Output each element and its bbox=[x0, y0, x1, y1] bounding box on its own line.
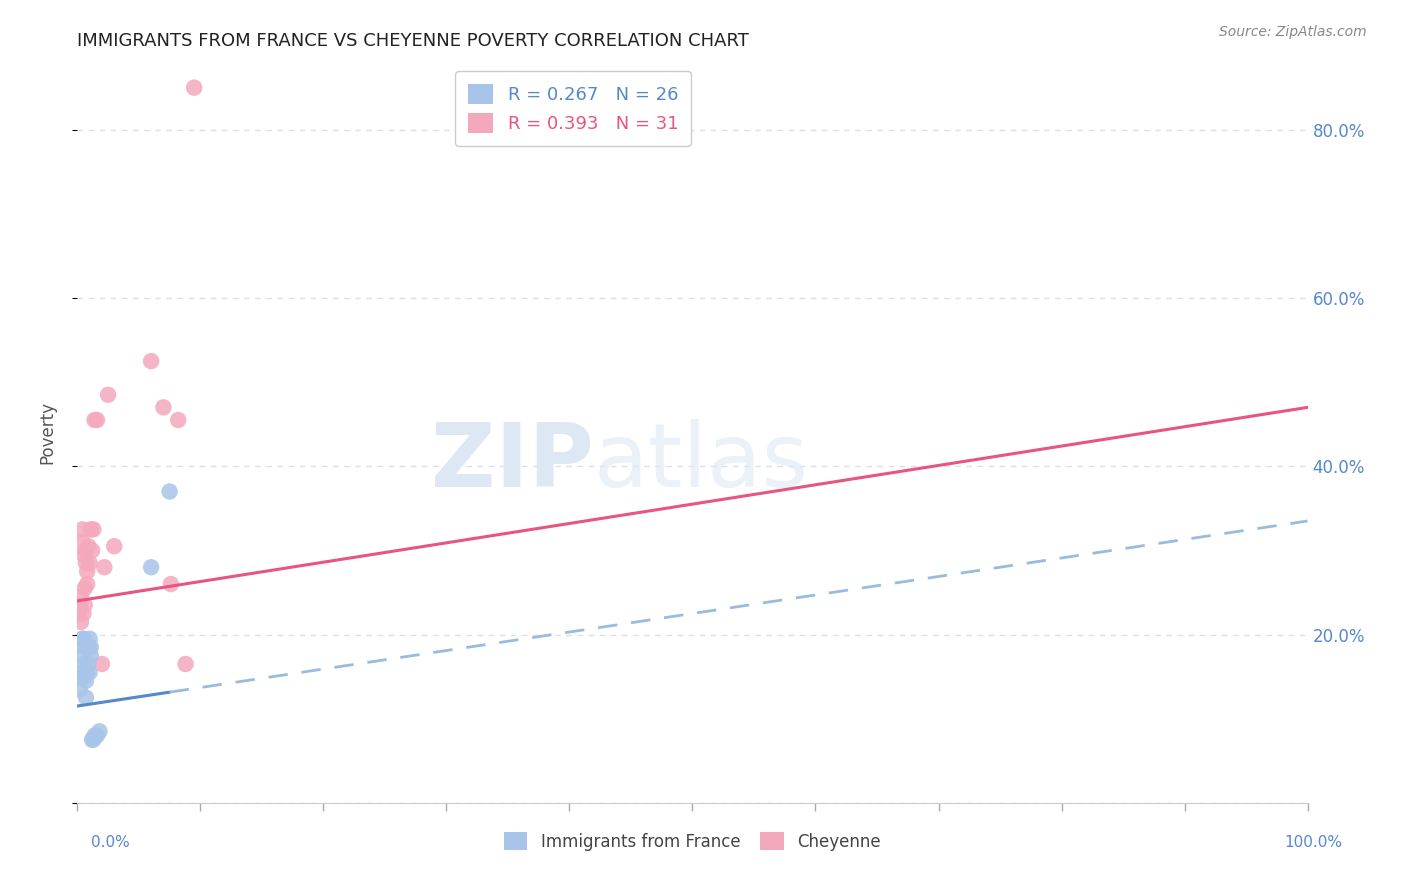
Point bbox=[72, 632, 94, 646]
Point bbox=[70, 615, 93, 629]
Point bbox=[97, 388, 120, 402]
Point bbox=[174, 657, 197, 671]
Point bbox=[76, 665, 98, 680]
Point bbox=[160, 577, 183, 591]
Point bbox=[70, 670, 93, 684]
Point bbox=[70, 632, 93, 646]
Point bbox=[76, 565, 98, 579]
Point bbox=[80, 648, 103, 663]
Point bbox=[82, 732, 104, 747]
Point bbox=[73, 581, 96, 595]
Point bbox=[72, 640, 94, 655]
Text: 100.0%: 100.0% bbox=[1285, 836, 1343, 850]
Point bbox=[73, 670, 96, 684]
Point bbox=[167, 413, 190, 427]
Text: IMMIGRANTS FROM FRANCE VS CHEYENNE POVERTY CORRELATION CHART: IMMIGRANTS FROM FRANCE VS CHEYENNE POVER… bbox=[77, 32, 749, 50]
Point bbox=[72, 548, 94, 562]
Point bbox=[70, 535, 93, 549]
Point bbox=[141, 354, 163, 368]
Point bbox=[73, 657, 96, 671]
Point bbox=[79, 556, 101, 570]
Point bbox=[75, 543, 97, 558]
Point bbox=[70, 648, 93, 663]
Point bbox=[86, 729, 108, 743]
Point bbox=[67, 607, 90, 621]
Point bbox=[79, 665, 101, 680]
Y-axis label: Poverty: Poverty bbox=[38, 401, 56, 464]
Point bbox=[72, 607, 94, 621]
Point bbox=[69, 682, 91, 697]
Text: atlas: atlas bbox=[595, 418, 810, 506]
Text: ZIP: ZIP bbox=[432, 418, 595, 506]
Point bbox=[183, 80, 205, 95]
Text: 0.0%: 0.0% bbox=[91, 836, 131, 850]
Point bbox=[75, 556, 97, 570]
Point bbox=[86, 413, 108, 427]
Point bbox=[76, 640, 98, 655]
Point bbox=[80, 640, 103, 655]
Point bbox=[152, 401, 174, 415]
Point bbox=[80, 522, 103, 536]
Point bbox=[82, 732, 104, 747]
Point bbox=[82, 522, 104, 536]
Point bbox=[77, 657, 100, 671]
Point bbox=[70, 522, 93, 536]
Point bbox=[75, 673, 97, 688]
Point bbox=[77, 640, 100, 655]
Point bbox=[83, 729, 105, 743]
Point bbox=[70, 665, 93, 680]
Point bbox=[89, 724, 111, 739]
Point bbox=[69, 598, 91, 612]
Point bbox=[70, 590, 93, 604]
Legend: Immigrants from France, Cheyenne: Immigrants from France, Cheyenne bbox=[498, 825, 887, 857]
Point bbox=[75, 690, 97, 705]
Point bbox=[79, 632, 101, 646]
Point bbox=[141, 560, 163, 574]
Point bbox=[103, 539, 125, 553]
Point bbox=[93, 560, 115, 574]
Point bbox=[159, 484, 181, 499]
Point bbox=[73, 598, 96, 612]
Point bbox=[90, 657, 114, 671]
Point bbox=[82, 543, 104, 558]
Text: Source: ZipAtlas.com: Source: ZipAtlas.com bbox=[1219, 25, 1367, 39]
Point bbox=[77, 539, 100, 553]
Point bbox=[76, 577, 98, 591]
Point bbox=[83, 413, 105, 427]
